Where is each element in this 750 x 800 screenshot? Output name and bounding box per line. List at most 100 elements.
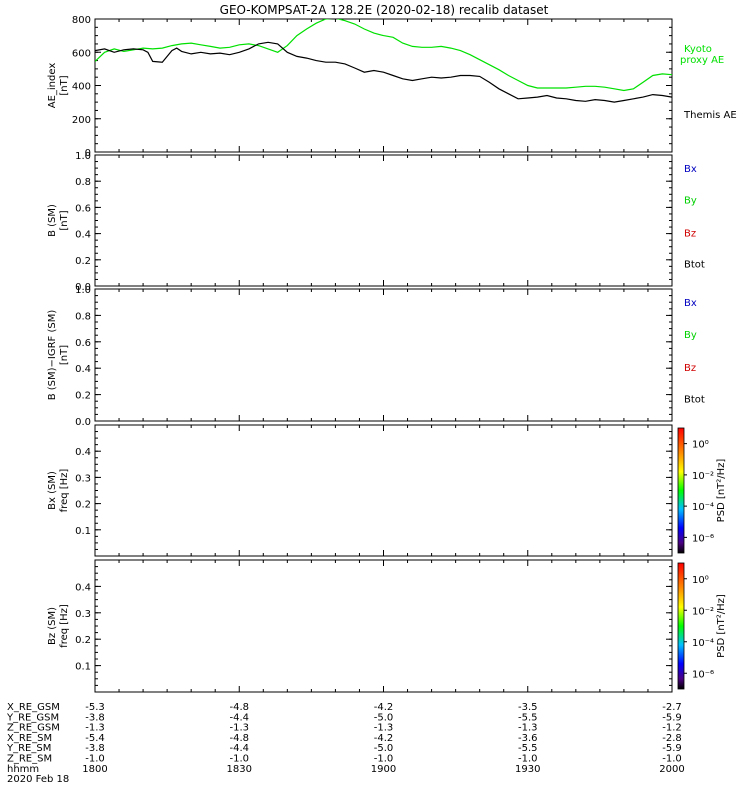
y-tick-label: 1.0 xyxy=(75,151,91,162)
y-axis-label: Bx (SM) xyxy=(47,471,58,510)
ephemeris-row: Z_RE_SM -1.0 -1.0 -1.0 -1.0 -1.0 xyxy=(7,754,682,765)
ephemeris-value: -3.8 xyxy=(85,743,105,754)
ephemeris-value: -5.0 xyxy=(374,743,394,754)
legend-themis-ae: Themis AE xyxy=(683,110,737,121)
ephemeris-value: -1.3 xyxy=(229,723,249,734)
y-tick-label: 0.2 xyxy=(75,500,91,511)
ephemeris-value: -1.0 xyxy=(662,754,682,765)
plot-frame xyxy=(94,154,673,287)
panel-b-sm-igrf: 0.0 0.2 0.4 0.6 0.8 1.0 B (SM)−IGRF (SM) [nT] Bx… xyxy=(47,285,705,428)
legend-by: By xyxy=(684,330,697,341)
colorbar-tick-label: 10⁰ xyxy=(692,440,709,451)
y-tick-label: 0.4 xyxy=(75,230,91,241)
ephemeris-label: Z_RE_SM xyxy=(7,754,52,765)
colorbar-tick-label: 10⁻⁴ xyxy=(692,638,714,649)
ephemeris-value: -1.3 xyxy=(518,723,538,734)
ephemeris-value: -4.8 xyxy=(229,702,249,713)
ephemeris-value: 1930 xyxy=(515,764,540,775)
ephemeris-label: X_RE_SM xyxy=(7,733,52,744)
ephemeris-value: -2.8 xyxy=(662,733,682,744)
ephemeris-row: Z_RE_GSM -1.3 -1.3 -1.3 -1.3 -1.2 xyxy=(7,723,682,734)
ephemeris-row: Y_RE_GSM -3.8 -4.4 -5.0 -5.5 -5.9 xyxy=(6,712,682,723)
y-tick-label: 0.1 xyxy=(75,662,91,673)
y-tick-label: 0 xyxy=(85,148,91,159)
y-tick-label: 0.4 xyxy=(75,582,91,593)
ephemeris-value: -5.5 xyxy=(518,743,538,754)
y-axis-label: AE_index xyxy=(47,63,58,109)
ephemeris-value: -2.7 xyxy=(662,702,682,713)
ephemeris-value: -3.8 xyxy=(85,712,105,723)
plot-frame xyxy=(94,559,673,693)
ephemeris-value: 1830 xyxy=(227,764,252,775)
ephemeris-value: -4.8 xyxy=(229,733,249,744)
legend-bx: Bx xyxy=(684,164,697,175)
ephemeris-value: -1.0 xyxy=(229,754,249,765)
plot-frame xyxy=(94,18,673,153)
ephemeris-value: -5.4 xyxy=(85,733,105,744)
y-axis-unit: freq [Hz] xyxy=(59,469,70,513)
ephemeris-value: 2000 xyxy=(659,764,684,775)
colorbar-tick-label: 10⁻² xyxy=(692,606,714,617)
y-axis-unit: [nT] xyxy=(59,75,70,95)
legend-btot: Btot xyxy=(684,395,705,406)
y-tick-label: 0.4 xyxy=(75,364,91,375)
y-axis-unit: [nT] xyxy=(59,210,70,230)
ephemeris-row: X_RE_GSM -5.3 -4.8 -4.2 -3.5 -2.7 xyxy=(7,702,682,713)
y-axis-label: Bz (SM) xyxy=(47,607,58,645)
y-axis-label: B (SM) xyxy=(47,204,58,237)
plot-frame xyxy=(94,424,673,557)
ephemeris-value: -4.4 xyxy=(229,743,249,754)
series-line-kyoto-proxy-ae xyxy=(95,19,672,92)
y-tick-label: 200 xyxy=(72,115,91,126)
y-tick-label: 0.6 xyxy=(75,338,91,349)
ephemeris-label: Y_RE_SM xyxy=(6,743,51,754)
y-tick-label: 0.8 xyxy=(75,311,91,322)
y-axis-label: B (SM)−IGRF (SM) xyxy=(47,310,58,401)
y-axis-unit: [nT] xyxy=(59,345,70,365)
figure-title: GEO-KOMPSAT-2A 128.2E (2020-02-18) recal… xyxy=(220,3,549,17)
y-tick-label: 0.2 xyxy=(75,635,91,646)
y-tick-label: 0.0 xyxy=(75,417,91,428)
ephemeris-value: -4.4 xyxy=(229,712,249,723)
colorbar-label: PSD [nT²/Hz] xyxy=(716,459,727,523)
y-tick-label: 0.2 xyxy=(75,391,91,402)
y-tick-label: 0.2 xyxy=(75,256,91,267)
ephemeris-value: -5.3 xyxy=(85,702,105,713)
y-tick-label: 600 xyxy=(72,48,91,59)
series-line-themis-ae xyxy=(95,41,672,103)
ephemeris-row: X_RE_SM -5.4 -4.8 -4.2 -3.6 -2.8 xyxy=(7,733,682,744)
y-tick-label: 0.1 xyxy=(75,526,91,537)
ephemeris-value: -1.3 xyxy=(374,723,394,734)
colorbar-tick-label: 10⁻⁶ xyxy=(692,533,714,544)
y-tick-label: 400 xyxy=(72,82,91,93)
legend-proxy-ae: proxy AE xyxy=(680,55,724,66)
colorbar-tick-label: 10⁻⁶ xyxy=(692,669,714,680)
ephemeris-date: 2020 Feb 18 xyxy=(7,774,69,785)
ephemeris-value: -5.9 xyxy=(662,743,682,754)
y-axis-unit: freq [Hz] xyxy=(59,604,70,648)
legend-bx: Bx xyxy=(684,298,697,309)
ephemeris-value: 1800 xyxy=(82,764,107,775)
ephemeris-value: -1.0 xyxy=(374,754,394,765)
ephemeris-value: -3.5 xyxy=(518,702,538,713)
ephemeris-label: hhmm xyxy=(7,764,39,775)
legend-kyoto: Kyoto xyxy=(684,44,712,55)
ephemeris-value: -4.2 xyxy=(374,733,394,744)
colorbar-label: PSD [nT²/Hz] xyxy=(716,594,727,658)
ephemeris-value: -5.0 xyxy=(374,712,394,723)
ephemeris-value: -1.3 xyxy=(85,723,105,734)
ephemeris-value: -4.2 xyxy=(374,702,394,713)
legend-bz: Bz xyxy=(684,228,696,239)
colorbar-tick-label: 10⁻² xyxy=(692,471,714,482)
y-tick-label: 0.6 xyxy=(75,203,91,214)
legend-bz: Bz xyxy=(684,363,696,374)
colorbar-tick-label: 10⁻⁴ xyxy=(692,502,714,513)
y-tick-label: 0.3 xyxy=(75,473,91,484)
legend-btot: Btot xyxy=(684,260,705,271)
colorbar xyxy=(677,427,685,554)
ephemeris-label: Z_RE_GSM xyxy=(7,723,60,734)
y-tick-label: 0.0 xyxy=(75,282,91,293)
ephemeris-label: X_RE_GSM xyxy=(7,702,60,713)
ephemeris-value: -3.6 xyxy=(518,733,538,744)
